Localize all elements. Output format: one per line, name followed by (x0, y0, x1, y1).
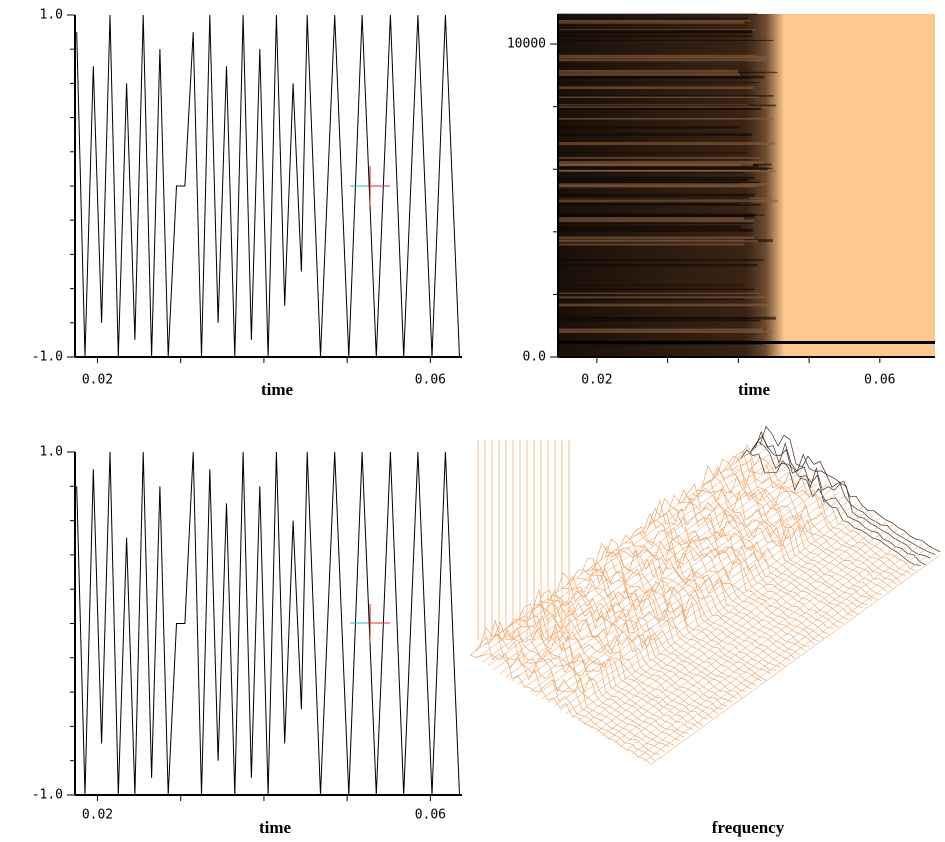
waterfall-line (576, 568, 757, 686)
waterfall-line (508, 618, 689, 734)
waterfall-line (571, 507, 863, 718)
y-tick-label: 1.0 (40, 445, 63, 460)
waterfall-line (613, 532, 905, 744)
waveform (76, 14, 460, 358)
waterfall-line (469, 652, 651, 764)
waterfall-line (583, 514, 875, 725)
y-tick-label: 0.0 (523, 350, 546, 365)
waterfall-line (469, 444, 761, 656)
waterfall-line (488, 619, 670, 748)
waterfall-line (542, 590, 723, 710)
waterfall-line (529, 481, 821, 692)
x-axis-label: time (259, 818, 292, 837)
x-axis-label: time (738, 380, 771, 399)
waterfall-line (658, 497, 839, 628)
waterfall-line (605, 538, 786, 667)
waterfall-line (653, 499, 834, 629)
waterfall-line (750, 435, 931, 559)
waterfall-line (643, 512, 825, 639)
y-tick-label: 10000 (507, 37, 546, 52)
waterfall-line (643, 551, 935, 762)
waterfall-line (565, 503, 857, 714)
x-axis-label: frequency (712, 818, 785, 837)
waterfall-line (498, 626, 680, 741)
waterfall-line (493, 459, 785, 670)
y-tick-label: 1.0 (40, 8, 63, 23)
waterfall-line (553, 496, 845, 707)
waterfall-line (745, 441, 926, 566)
waveform-panel: time 0.02 0.06 1.0 -1.0 (32, 445, 462, 837)
waterfall-panel: frequency (469, 425, 941, 837)
waterfall-line (547, 492, 839, 703)
waveform-panel: time 0.02 0.06 1.0 -1.0 (32, 8, 462, 399)
waterfall-line (532, 589, 714, 720)
waterfall-line (721, 455, 902, 583)
waterfall-line (726, 459, 907, 577)
waterfall-line (740, 449, 921, 566)
waterfall-line (541, 488, 833, 700)
waterfall-line (619, 536, 911, 747)
spectrogram-panel: time 0.02 0.06 10000 0.0 (507, 13, 935, 399)
waterfall-line (590, 552, 771, 675)
waterfall-line (517, 474, 809, 685)
waterfall-line (589, 518, 881, 729)
waterfall-line (537, 589, 718, 714)
waterfall-line (754, 430, 936, 556)
waterfall-line (487, 455, 779, 667)
waterfall-line (552, 590, 733, 703)
waterfall-line (614, 545, 796, 660)
waterfall-line (505, 466, 797, 678)
waterfall-line (631, 543, 923, 755)
x-tick-label: 0.02 (82, 373, 113, 388)
x-axis-label: time (261, 380, 294, 399)
waterfall-line (677, 489, 858, 615)
waterfall-line (637, 547, 929, 758)
waveform (76, 451, 460, 796)
waterfall-line (577, 510, 869, 722)
waterfall-line (493, 621, 675, 746)
waterfall-line (523, 604, 704, 726)
x-tick-label: 0.06 (415, 373, 446, 388)
waterfall-line (648, 507, 829, 635)
waterfall-line (527, 604, 709, 720)
waterfall-line (535, 485, 827, 696)
waterfall-line (559, 499, 851, 711)
cursor (350, 166, 390, 642)
waterfall-line (667, 494, 849, 620)
waterfall-line (511, 470, 803, 681)
waterfall-line (607, 529, 899, 740)
x-tick-label: 0.06 (864, 373, 895, 388)
waterfall-line (481, 452, 773, 663)
waterfall-line (601, 525, 893, 736)
x-tick-label: 0.02 (82, 808, 113, 823)
waterfall-line (701, 464, 883, 595)
waterfall-line (711, 466, 892, 588)
waterfall-line (649, 554, 941, 766)
waterfall-line (595, 521, 887, 733)
spectrogram-band (558, 341, 935, 344)
waterfall-line (561, 584, 743, 698)
waterfall-line (759, 425, 941, 553)
waterfall-line (639, 520, 820, 642)
y-tick-label: -1.0 (32, 788, 63, 803)
x-tick-label: 0.06 (415, 808, 446, 823)
y-tick-label: -1.0 (32, 350, 63, 365)
waterfall-line (566, 575, 747, 692)
waterfall-line (697, 489, 878, 600)
waterfall-line (523, 477, 815, 689)
x-tick-label: 0.02 (581, 373, 612, 388)
waterfall-line (580, 558, 762, 681)
waterfall-line (687, 488, 868, 606)
waterfall-line (475, 448, 767, 659)
waterfall-line (692, 479, 873, 601)
waterfall-line (625, 540, 917, 751)
